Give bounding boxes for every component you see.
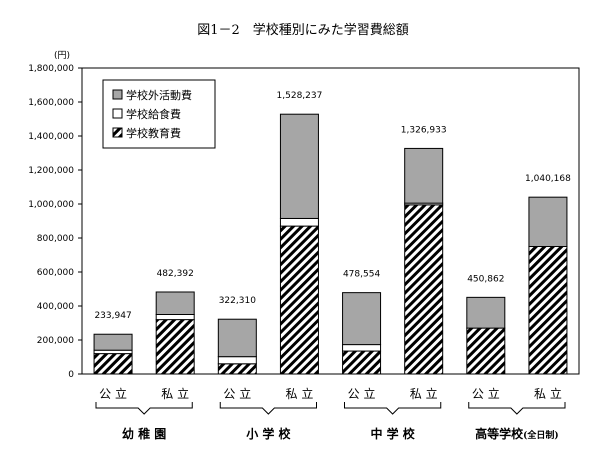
y-tick-label: 400,000 xyxy=(37,302,74,312)
bar-segment xyxy=(217,356,257,365)
y-tick-label: 1,000,000 xyxy=(28,200,74,210)
y-tick-label: 0 xyxy=(68,370,74,380)
group-label: 小 学 校 xyxy=(246,426,291,441)
y-axis: 0 200,000 400,000 600,000 800,000 1,000,000 1,… xyxy=(28,64,82,380)
y-tick-label: 800,000 xyxy=(37,234,74,244)
bars xyxy=(93,113,568,375)
group-label: 幼 稚 園 xyxy=(122,426,166,441)
y-unit-label: (円) xyxy=(54,50,70,61)
bar-segment xyxy=(217,363,257,375)
bar-segment xyxy=(155,314,195,321)
x-category-label: 公 立 xyxy=(472,386,500,401)
group-bracket xyxy=(95,402,193,415)
total-data-label: 322,310 xyxy=(219,296,256,306)
y-tick-label: 1,600,000 xyxy=(28,98,74,108)
total-data-label: 1,528,237 xyxy=(277,91,323,101)
bar-segment xyxy=(342,344,382,352)
legend-swatch xyxy=(112,89,123,100)
bar-segment xyxy=(466,296,506,329)
bar-segment xyxy=(466,327,506,375)
total-data-label: 1,040,168 xyxy=(525,174,571,184)
bar-segment xyxy=(155,319,195,375)
group-label: 高等学校(全日制) xyxy=(475,426,559,441)
y-tick-label: 1,400,000 xyxy=(28,132,74,142)
x-category-label: 公 立 xyxy=(223,386,251,401)
x-axis: 公 立 私 立 公 立 私 立 公 立 私 立 公 立 私 立幼 稚 園 小 学 校 中 学 校 高… xyxy=(95,386,566,441)
x-category-label: 公 立 xyxy=(99,386,127,401)
total-data-label: 450,862 xyxy=(467,274,504,284)
bar-segment xyxy=(342,350,382,375)
bar-segment xyxy=(93,333,133,351)
legend-label: 学校外活動費 xyxy=(126,88,192,102)
y-tick-label: 1,800,000 xyxy=(28,64,74,74)
x-category-label: 私 立 xyxy=(161,386,189,401)
bar-segment xyxy=(93,349,133,355)
x-category-label: 公 立 xyxy=(348,386,376,401)
plot-frame xyxy=(81,67,580,375)
bar-segment xyxy=(404,147,444,204)
group-bracket xyxy=(468,402,566,415)
total-data-label: 1,326,933 xyxy=(401,125,447,135)
group-sublabel: (全日制) xyxy=(523,429,559,441)
data-labels: 233,947 482,392 322,310 1,528,237 478,554 1,3… xyxy=(94,91,571,321)
y-tick-label: 600,000 xyxy=(37,268,74,278)
y-tick-label: 1,200,000 xyxy=(28,166,74,176)
bar-segment xyxy=(404,204,444,375)
total-data-label: 478,554 xyxy=(343,270,380,280)
bar-segment xyxy=(528,196,568,247)
group-label: 中 学 校 xyxy=(370,426,415,441)
x-category-label: 私 立 xyxy=(410,386,438,401)
group-bracket xyxy=(219,402,317,415)
legend-swatch xyxy=(112,127,123,138)
legend-swatch xyxy=(112,108,123,119)
bar-segment xyxy=(279,217,319,227)
bar-segment xyxy=(279,225,319,375)
bar-segment xyxy=(342,292,382,346)
bar-segment xyxy=(217,318,257,358)
bar-segment xyxy=(528,246,568,375)
total-data-label: 233,947 xyxy=(94,311,131,321)
x-category-label: 私 立 xyxy=(286,386,314,401)
bar-segment xyxy=(93,353,133,375)
chart-title: 図1－2 学校種別にみた学習費総額 xyxy=(197,22,409,38)
bar-segment xyxy=(155,291,195,315)
legend-label: 学校給食費 xyxy=(126,107,181,121)
legend-label: 学校教育費 xyxy=(126,126,181,140)
total-data-label: 482,392 xyxy=(157,269,194,279)
y-tick-label: 200,000 xyxy=(37,336,74,346)
x-category-label: 私 立 xyxy=(534,386,562,401)
bar-segment xyxy=(279,113,319,219)
group-bracket xyxy=(344,402,442,415)
